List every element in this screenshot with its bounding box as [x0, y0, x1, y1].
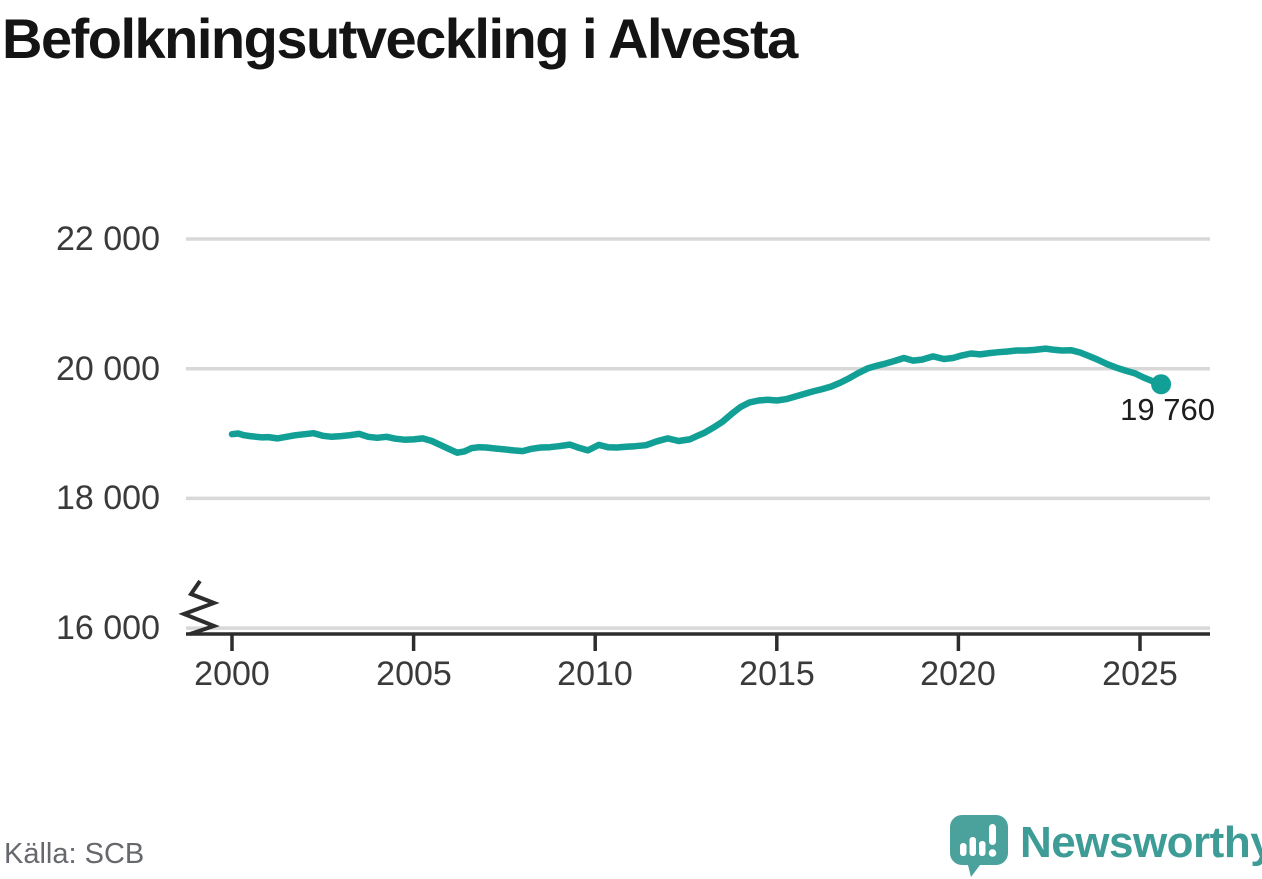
y-axis-break-icon	[178, 579, 220, 636]
last-point-marker	[1151, 374, 1172, 395]
population-series-line	[228, 345, 1165, 456]
x-axis-tick-label: 2010	[557, 655, 633, 693]
x-axis-tick-label: 2015	[739, 655, 815, 693]
y-axis-tick-label: 16 000	[56, 609, 160, 647]
y-axis-tick-label: 22 000	[56, 220, 160, 258]
page-title: Befolkningsutveckling i Alvesta	[2, 7, 798, 70]
y-axis-tick-label: 18 000	[56, 479, 160, 517]
newsworthy-logo-icon	[950, 815, 1008, 877]
x-axis-tick-label: 2005	[376, 655, 452, 693]
y-axis-tick-label: 20 000	[56, 350, 160, 388]
source-note: Källa: SCB	[4, 838, 145, 870]
last-value-annotation: 19 760	[1120, 392, 1215, 427]
x-axis-tick-label: 2000	[194, 655, 270, 693]
newsworthy-brand: Newsworthy	[947, 812, 1262, 877]
newsworthy-logo-text: Newsworthy	[1020, 818, 1262, 867]
x-axis-tick-label: 2025	[1102, 655, 1178, 693]
x-axis-tick-label: 2020	[920, 655, 996, 693]
